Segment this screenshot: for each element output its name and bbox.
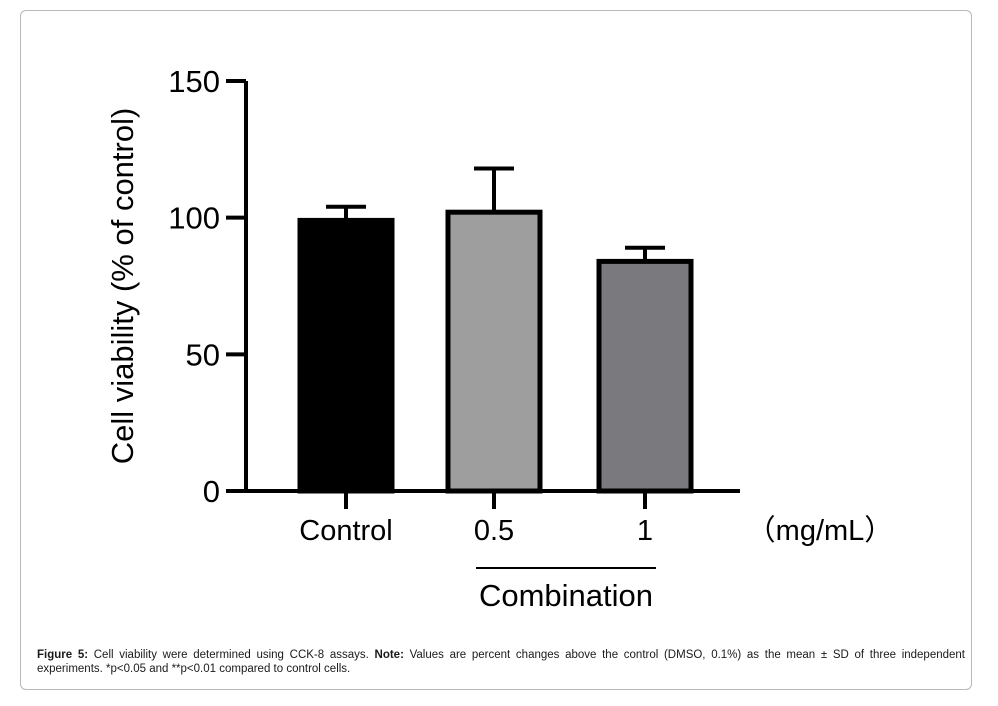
group-label: Combination [479,578,653,613]
x-tick-label: Control [299,515,393,547]
unit-label: （mg/mL） [747,515,894,547]
x-tick-label: 0.5 [474,515,514,547]
bar-Control [297,217,395,494]
caption-label: Figure 5: [37,649,89,661]
bar-0.5 [445,209,543,494]
y-tick-label: 0 [203,474,220,509]
x-labels: Control 0.5 1 [299,491,653,547]
caption-note-label: Note: [374,649,404,661]
caption-text-1: Cell viability were determined using CCK… [93,649,369,661]
bar-1 [596,258,694,494]
y-tick-label: 150 [168,64,220,99]
bars [297,166,694,494]
x-tick-label: 1 [637,515,653,547]
y-tick-label: 50 [186,337,220,372]
caption-text-2: Values are percent changes above the con… [37,649,966,675]
y-ticks: 0 50 100 150 [168,64,246,509]
figure-caption: Figure 5: Cell viability were determined… [37,648,965,676]
y-axis-label: Cell viability (% of control) [105,108,140,465]
y-tick-label: 100 [168,201,220,236]
bar-chart: 0 50 100 150 Control 0.5 1 Cell viability (% … [105,64,894,613]
